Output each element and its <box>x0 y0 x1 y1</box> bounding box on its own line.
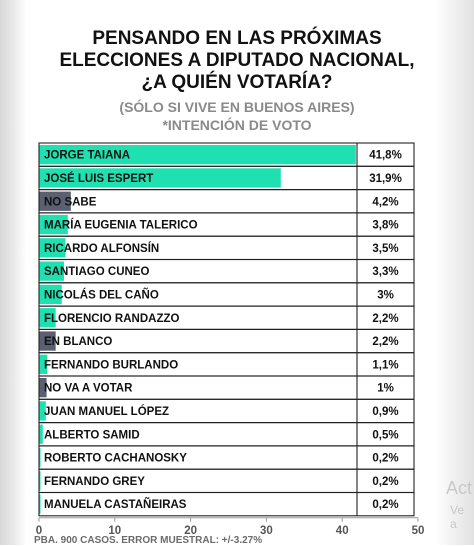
x-tick-label: 50 <box>412 525 425 537</box>
bar <box>39 331 56 351</box>
data-label: 4,2% <box>372 196 398 208</box>
bar <box>39 447 41 468</box>
chart-subtitle: (SÓLO SI VIVE EN BUENOS AIRES) *INTENCIÓ… <box>0 98 474 134</box>
data-label: 3,3% <box>372 266 398 278</box>
bar <box>39 238 66 258</box>
x-tick-label: 40 <box>336 525 349 537</box>
x-tick-label: 10 <box>108 525 121 537</box>
watermark-subtext: Ve a <box>450 503 465 531</box>
bar <box>39 261 65 281</box>
bar <box>39 401 46 421</box>
category-label: JORGE TAIANA <box>44 150 130 162</box>
category-label: MANUELA CASTAÑEIRAS <box>44 498 187 511</box>
data-label: 0,9% <box>372 406 398 418</box>
bar <box>39 284 62 305</box>
bar <box>39 471 41 491</box>
category-label: FERNANDO GREY <box>44 476 145 488</box>
bar <box>39 354 48 374</box>
data-label: 0,2% <box>372 476 398 488</box>
footnote: PBA. 900 CASOS. ERROR MUESTRAL: +/-3.27% <box>34 535 263 546</box>
category-label: ROBERTO CACHANOSKY <box>44 453 187 465</box>
category-label: ALBERTO SAMID <box>44 429 140 441</box>
title-line: ¿A QUIÉN VOTARÍA? <box>141 72 333 93</box>
grunge-left-border <box>0 0 26 545</box>
data-label: 0,2% <box>372 453 398 465</box>
data-label: 41,8% <box>369 150 402 162</box>
subtitle-line: (SÓLO SI VIVE EN BUENOS AIRES) <box>119 99 355 115</box>
category-label: FLORENCIO RANDAZZO <box>44 313 179 325</box>
x-tick-label: 30 <box>260 525 273 537</box>
category-label: NO VA A VOTAR <box>44 383 133 395</box>
category-label: SANTIAGO CUNEO <box>44 266 149 278</box>
data-label: 2,2% <box>372 313 398 325</box>
category-label: JUAN MANUEL LÓPEZ <box>44 405 169 418</box>
grunge-right-border <box>436 0 474 545</box>
data-label: 1% <box>377 383 394 395</box>
data-label: 1,1% <box>372 359 398 371</box>
subtitle-line: *INTENCIÓN DE VOTO <box>162 117 312 133</box>
category-label: NO SABE <box>44 196 97 208</box>
table-row <box>38 491 415 517</box>
category-label: MARÍA EUGENIA TALERICO <box>44 219 198 232</box>
bar <box>39 494 41 514</box>
data-label: 0,2% <box>372 499 398 511</box>
category-label: EN BLANCO <box>44 336 112 348</box>
category-label: NICOLÁS DEL CAÑO <box>44 288 159 301</box>
x-tick-label: 0 <box>36 525 42 537</box>
data-label: 3% <box>377 289 394 301</box>
category-label: FERNANDO BURLANDO <box>44 359 178 371</box>
bar <box>39 424 43 444</box>
data-label: 0,5% <box>372 429 398 441</box>
chart-title: PENSANDO EN LAS PRÓXIMAS ELECCIONES A DI… <box>0 28 474 94</box>
data-label: 2,2% <box>372 336 398 348</box>
bar <box>39 308 56 328</box>
bar <box>39 191 71 211</box>
bar <box>39 378 47 398</box>
data-label: 31,9% <box>369 173 402 185</box>
category-label: JOSÉ LUIS ESPERT <box>44 172 153 185</box>
bar <box>39 168 281 188</box>
watermark-text: Act <box>446 478 473 498</box>
bar <box>39 145 356 165</box>
category-label: RICARDO ALFONSÍN <box>44 242 159 255</box>
title-line: PENSANDO EN LAS PRÓXIMAS <box>92 28 382 49</box>
x-tick-label: 20 <box>184 525 197 537</box>
data-label: 3,5% <box>372 243 398 255</box>
title-line: ELECCIONES A DIPUTADO NACIONAL, <box>59 50 415 71</box>
data-label: 3,8% <box>372 220 398 232</box>
bar <box>39 214 68 235</box>
